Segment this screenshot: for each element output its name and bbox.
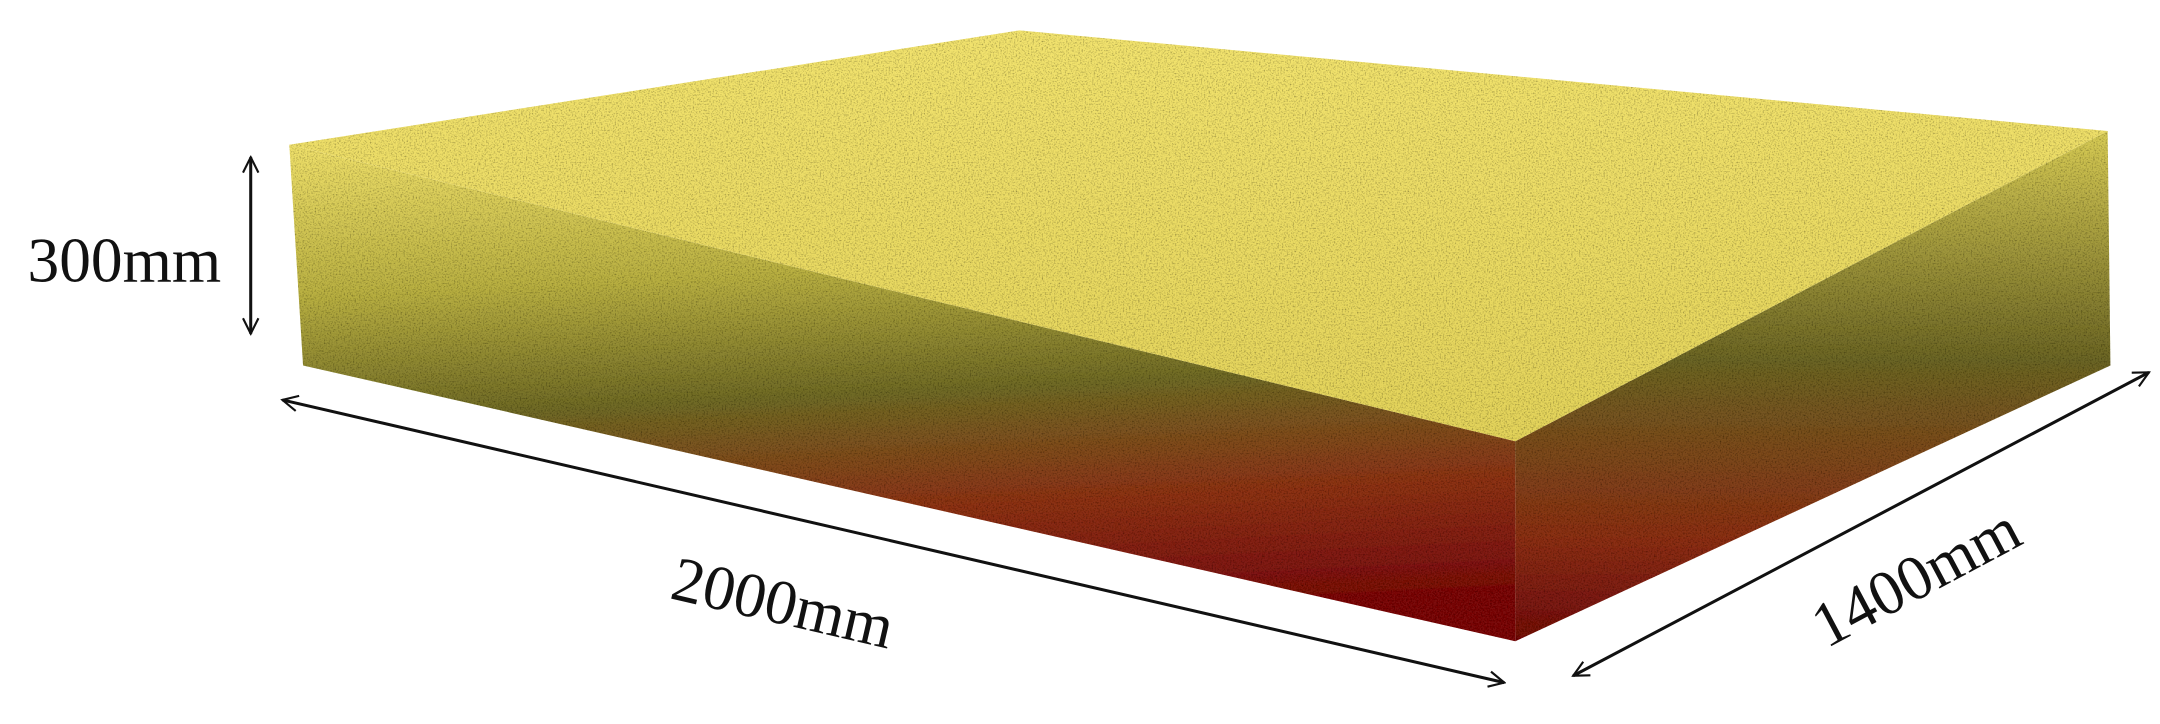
particle-bed (289, 30, 2111, 642)
height-label: 300mm (28, 225, 222, 295)
top-face (289, 30, 2108, 442)
width-label: 1400mm (1800, 493, 2032, 661)
width-arrow (1573, 371, 2149, 678)
length-label: 2000mm (665, 543, 900, 662)
length-arrow (282, 400, 1504, 683)
